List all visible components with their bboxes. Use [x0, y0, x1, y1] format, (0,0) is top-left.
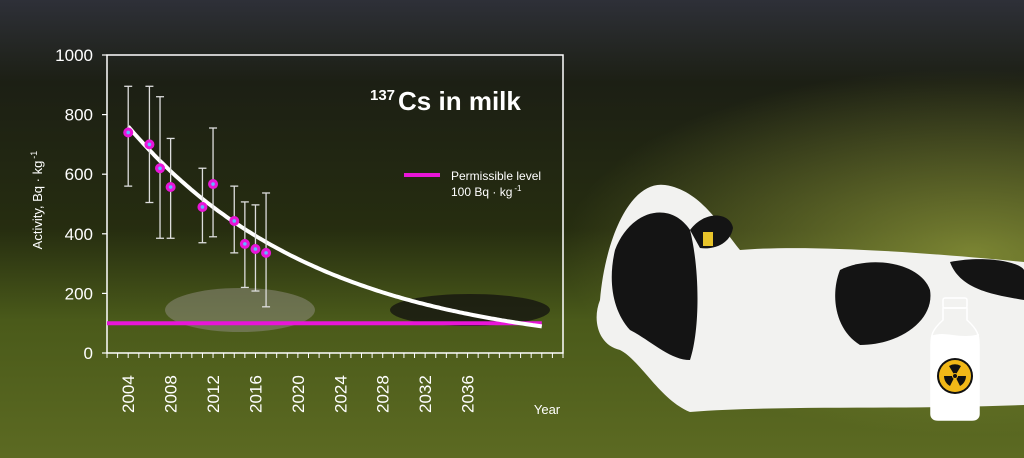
y-tick-label: 0	[84, 344, 93, 363]
x-tick-label: 2036	[459, 375, 478, 413]
data-point	[250, 204, 261, 292]
plot-frame	[106, 54, 564, 354]
x-tick-label: 2012	[204, 375, 223, 413]
y-tick-label: 800	[65, 106, 93, 125]
x-tick-label: 2016	[246, 375, 265, 413]
y-axis-label: Activity, Bq · kg-1	[29, 151, 45, 250]
y-tick-label: 200	[65, 284, 93, 303]
x-tick-label: 2008	[162, 375, 181, 413]
y-axis: 0 200 400 600 800 1000	[55, 46, 107, 363]
point-center	[168, 185, 173, 189]
x-axis-label: Year	[534, 402, 561, 417]
point-center	[243, 242, 247, 246]
point-center	[147, 142, 152, 147]
x-tick-label: 2024	[331, 375, 350, 413]
point-center	[211, 182, 215, 186]
x-tick-label: 2020	[289, 375, 308, 413]
data-point	[144, 85, 155, 204]
point-center	[232, 219, 237, 223]
point-center	[200, 205, 205, 209]
data-point	[165, 137, 176, 239]
y-tick-label: 600	[65, 165, 93, 184]
cow-image	[596, 184, 1024, 412]
x-axis: 2004 2008 2012 2016 2020 2024 2028 2032 2036	[106, 353, 564, 413]
point-center	[126, 130, 131, 135]
fit-curve	[126, 125, 543, 329]
data-point	[239, 201, 250, 289]
data-point	[123, 85, 134, 187]
point-center	[264, 251, 268, 255]
x-tick-label: 2004	[119, 375, 138, 413]
legend-label-line2: 100 Bq · kg -1	[451, 184, 522, 199]
data-point	[208, 127, 219, 238]
data-point	[155, 96, 166, 239]
data-point	[229, 185, 240, 254]
legend: Permissible level 100 Bq · kg -1	[404, 169, 541, 199]
x-tick-label: 2032	[416, 375, 435, 413]
x-tick-label: 2028	[374, 375, 393, 413]
data-point	[261, 192, 272, 308]
data-points	[123, 85, 272, 308]
y-tick-label: 400	[65, 225, 93, 244]
point-center	[158, 166, 162, 171]
legend-label: Permissible level	[451, 169, 541, 183]
chart-title: 137 Cs in milk	[370, 86, 521, 116]
point-center	[253, 247, 258, 251]
y-tick-label: 1000	[55, 46, 93, 65]
milk-bottle-radiation-icon	[930, 297, 980, 421]
data-point	[197, 167, 208, 244]
